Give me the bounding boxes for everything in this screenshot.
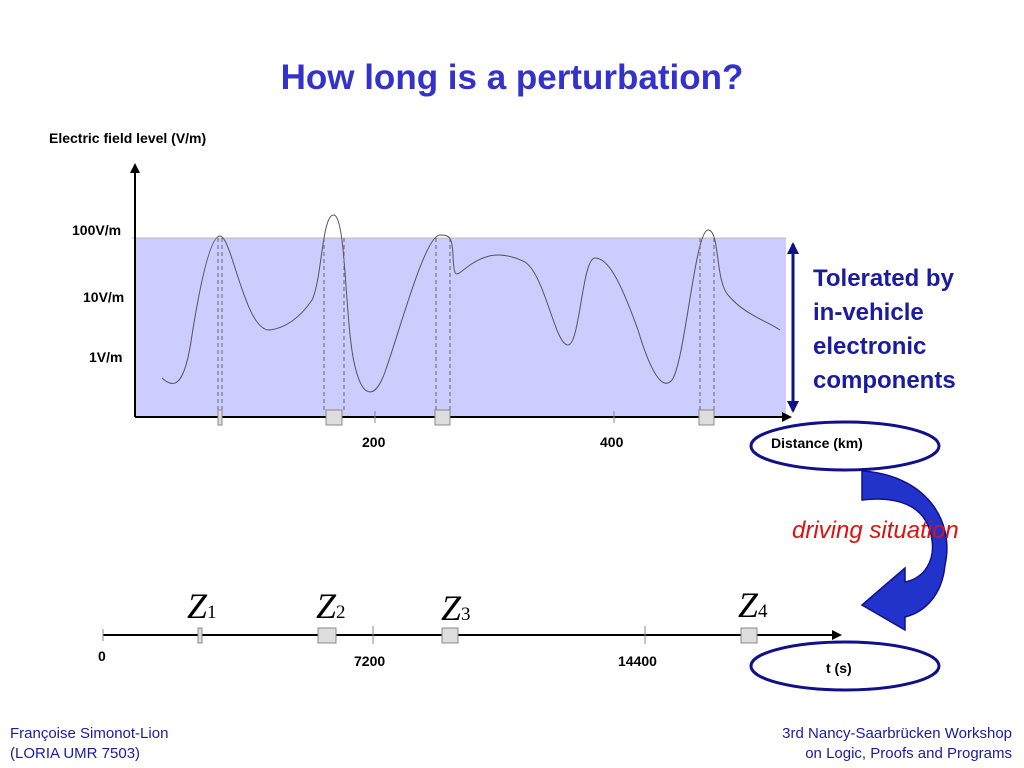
x-axis-label: Distance (km) (771, 435, 863, 451)
time-axis-label: t (s) (826, 660, 852, 676)
time-label-ellipse (749, 640, 941, 692)
distance-interval-markers (217, 409, 715, 426)
footer-event-line: 3rd Nancy-Saarbrücken Workshop (782, 725, 1012, 742)
tolerance-note-line: electronic (813, 333, 927, 360)
zone-label-4: Z4 (738, 585, 768, 625)
time-interval-markers (197, 627, 758, 644)
slide-title: How long is a perturbation? (280, 58, 744, 97)
zone-label-2: Z2 (316, 586, 346, 626)
zone-label-3: Z3 (441, 588, 471, 628)
y-axis-label: Electric field level (V/m) (49, 130, 207, 146)
distance-label-ellipse (749, 420, 941, 472)
projection-lines (217, 238, 715, 410)
y-tick-10: 10V/m (83, 289, 125, 305)
tolerance-band (135, 238, 786, 417)
footer-author-line: Françoise Simonot-Lion (10, 725, 169, 742)
y-tick-1: 1V/m (89, 349, 123, 365)
time-tick-label-14400: 14400 (618, 653, 657, 669)
zone-label-1: Z1 (187, 586, 217, 626)
time-tick-label-7200: 7200 (354, 653, 386, 669)
x-tick-label-200: 200 (362, 434, 386, 450)
tolerance-note-line: in-vehicle (813, 299, 924, 326)
time-origin-label: 0 (98, 648, 106, 664)
field-level-curve (161, 214, 781, 393)
y-tick-100: 100V/m (72, 222, 122, 238)
footer-author: Françoise Simonot-Lion (LORIA UMR 7503) (10, 724, 168, 764)
driving-situation-label: driving situation (792, 517, 959, 544)
footer-author-line: (LORIA UMR 7503) (10, 745, 141, 762)
tolerance-note-line: components (813, 367, 956, 394)
curved-mapping-arrow (860, 470, 948, 632)
footer-event-line: on Logic, Proofs and Programs (805, 745, 1012, 762)
tolerance-note: Tolerated by in-vehicle electronic compo… (813, 262, 1013, 398)
x-tick-label-400: 400 (600, 434, 624, 450)
tolerance-note-line: Tolerated by (813, 265, 954, 292)
footer-event: 3rd Nancy-Saarbrücken Workshop on Logic,… (782, 724, 1012, 764)
